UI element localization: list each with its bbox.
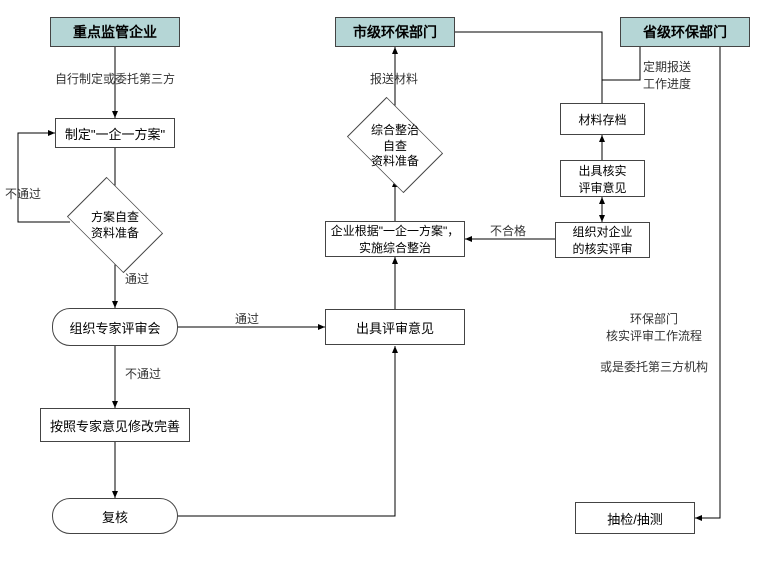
self-check-diamond: 方案自查 资料准备 [75,185,155,265]
report-label: 报送材料 [370,70,418,87]
revise-label: 按照专家意见修改完善 [50,416,180,435]
pass-label: 通过 [125,270,149,287]
entrust-label: 自行制定或委托第三方 [55,70,175,87]
col1-header: 重点监管企业 [50,17,180,47]
periodic-report-label: 定期报送 工作进度 [643,58,691,92]
not-pass-label: 不通过 [5,185,41,202]
implement-label: 企业根据"一企一方案"， 实施综合整治 [331,222,460,256]
self-check-label: 方案自查 资料准备 [75,185,155,241]
not-qualified-label: 不合格 [490,222,526,239]
org-verify-label: 组织对企业 的核实评审 [572,223,632,257]
sampling-label: 抽检/抽测 [607,509,663,528]
issue-opinion-box: 出具评审意见 [325,309,465,345]
recheck-label: 复核 [102,507,128,526]
col3-header-label: 省级环保部门 [643,22,727,42]
comprehensive-label: 综合整治 自查 资料准备 [355,105,435,170]
org-verify-box: 组织对企业 的核实评审 [555,222,650,258]
implement-box: 企业根据"一企一方案"， 实施综合整治 [325,221,465,257]
verify-opinion-box: 出具核实 评审意见 [560,160,645,197]
plan-box: 制定"一企一方案" [55,118,175,148]
pass2-label: 通过 [235,310,259,327]
not-pass2-label: 不通过 [125,365,161,382]
plan-label: 制定"一企一方案" [65,124,165,143]
expert-review-label: 组织专家评审会 [69,318,160,337]
col3-header: 省级环保部门 [620,17,750,47]
recheck-box: 复核 [52,498,178,534]
workflow-note-label: 环保部门 核实评审工作流程 或是委托第三方机构 [600,310,708,375]
expert-review-box: 组织专家评审会 [52,308,178,346]
sampling-box: 抽检/抽测 [575,502,695,534]
issue-opinion-label: 出具评审意见 [356,318,434,337]
verify-opinion-label: 出具核实 评审意见 [578,162,626,196]
revise-box: 按照专家意见修改完善 [40,408,190,442]
col1-header-label: 重点监管企业 [73,22,157,42]
archive-label: 材料存档 [578,111,626,128]
col2-header: 市级环保部门 [335,17,455,47]
col2-header-label: 市级环保部门 [353,22,437,42]
comprehensive-diamond: 综合整治 自查 资料准备 [355,105,435,185]
archive-box: 材料存档 [560,103,645,135]
